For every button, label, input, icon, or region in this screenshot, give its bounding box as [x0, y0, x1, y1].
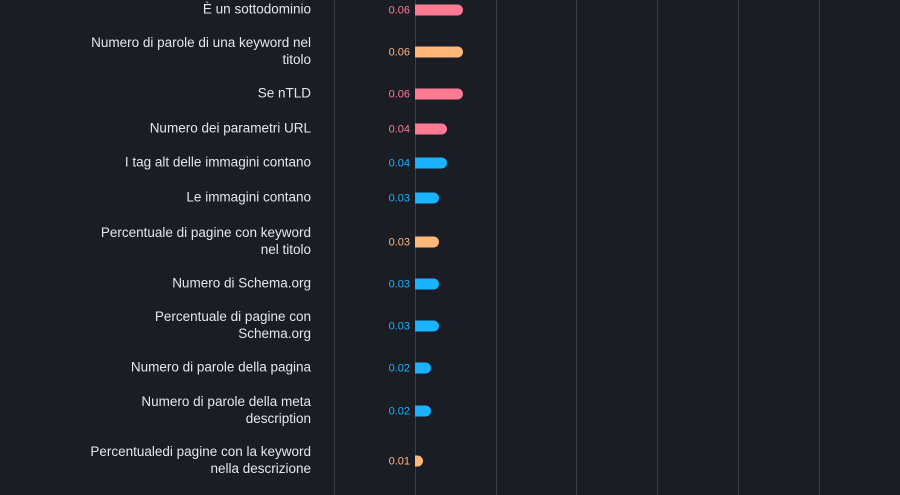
category-label: È un sottodominio: [203, 2, 311, 17]
category-label: Se nTLD: [258, 86, 312, 101]
value-label: 0.02: [389, 362, 410, 374]
bar: [415, 123, 447, 135]
category-label: Percentualedi pagine con la keyword: [90, 444, 311, 459]
bar: [415, 192, 439, 204]
category-label: Schema.org: [238, 326, 311, 341]
category-label: Numero di parole di una keyword nel: [91, 35, 311, 50]
category-label: Numero di parole della pagina: [131, 360, 312, 375]
bar: [415, 320, 439, 332]
value-label: 0.03: [389, 320, 410, 332]
category-label: Percentuale di pagine con keyword: [101, 225, 311, 240]
category-label: I tag alt delle immagini contano: [125, 155, 311, 170]
bar: [415, 278, 439, 290]
category-label: nel titolo: [261, 242, 311, 257]
category-label: Numero di Schema.org: [172, 276, 311, 291]
value-label: 0.03: [389, 192, 410, 204]
category-label: nella descrizione: [210, 461, 311, 476]
value-label: 0.03: [389, 278, 410, 290]
bar: [415, 46, 464, 58]
category-label: Numero dei parametri URL: [150, 121, 312, 136]
bar: [415, 88, 464, 100]
bar: [415, 236, 439, 248]
value-label: 0.03: [389, 236, 410, 248]
category-label: titolo: [282, 52, 311, 67]
value-label: 0.06: [389, 46, 410, 58]
bar: [415, 362, 432, 374]
value-label: 0.04: [389, 123, 410, 135]
category-label: Le immagini contano: [186, 190, 311, 205]
value-label: 0.01: [389, 455, 410, 467]
bar: [415, 455, 424, 467]
value-label: 0.02: [389, 405, 410, 417]
bar: [415, 405, 432, 417]
value-label: 0.06: [389, 4, 410, 16]
value-label: 0.04: [389, 157, 410, 169]
bar: [415, 157, 447, 169]
bar: [415, 4, 464, 16]
category-label: Numero di parole della meta: [141, 394, 311, 409]
value-label: 0.06: [389, 88, 410, 100]
category-label: Percentuale di pagine con: [155, 309, 311, 324]
category-label: description: [246, 411, 311, 426]
